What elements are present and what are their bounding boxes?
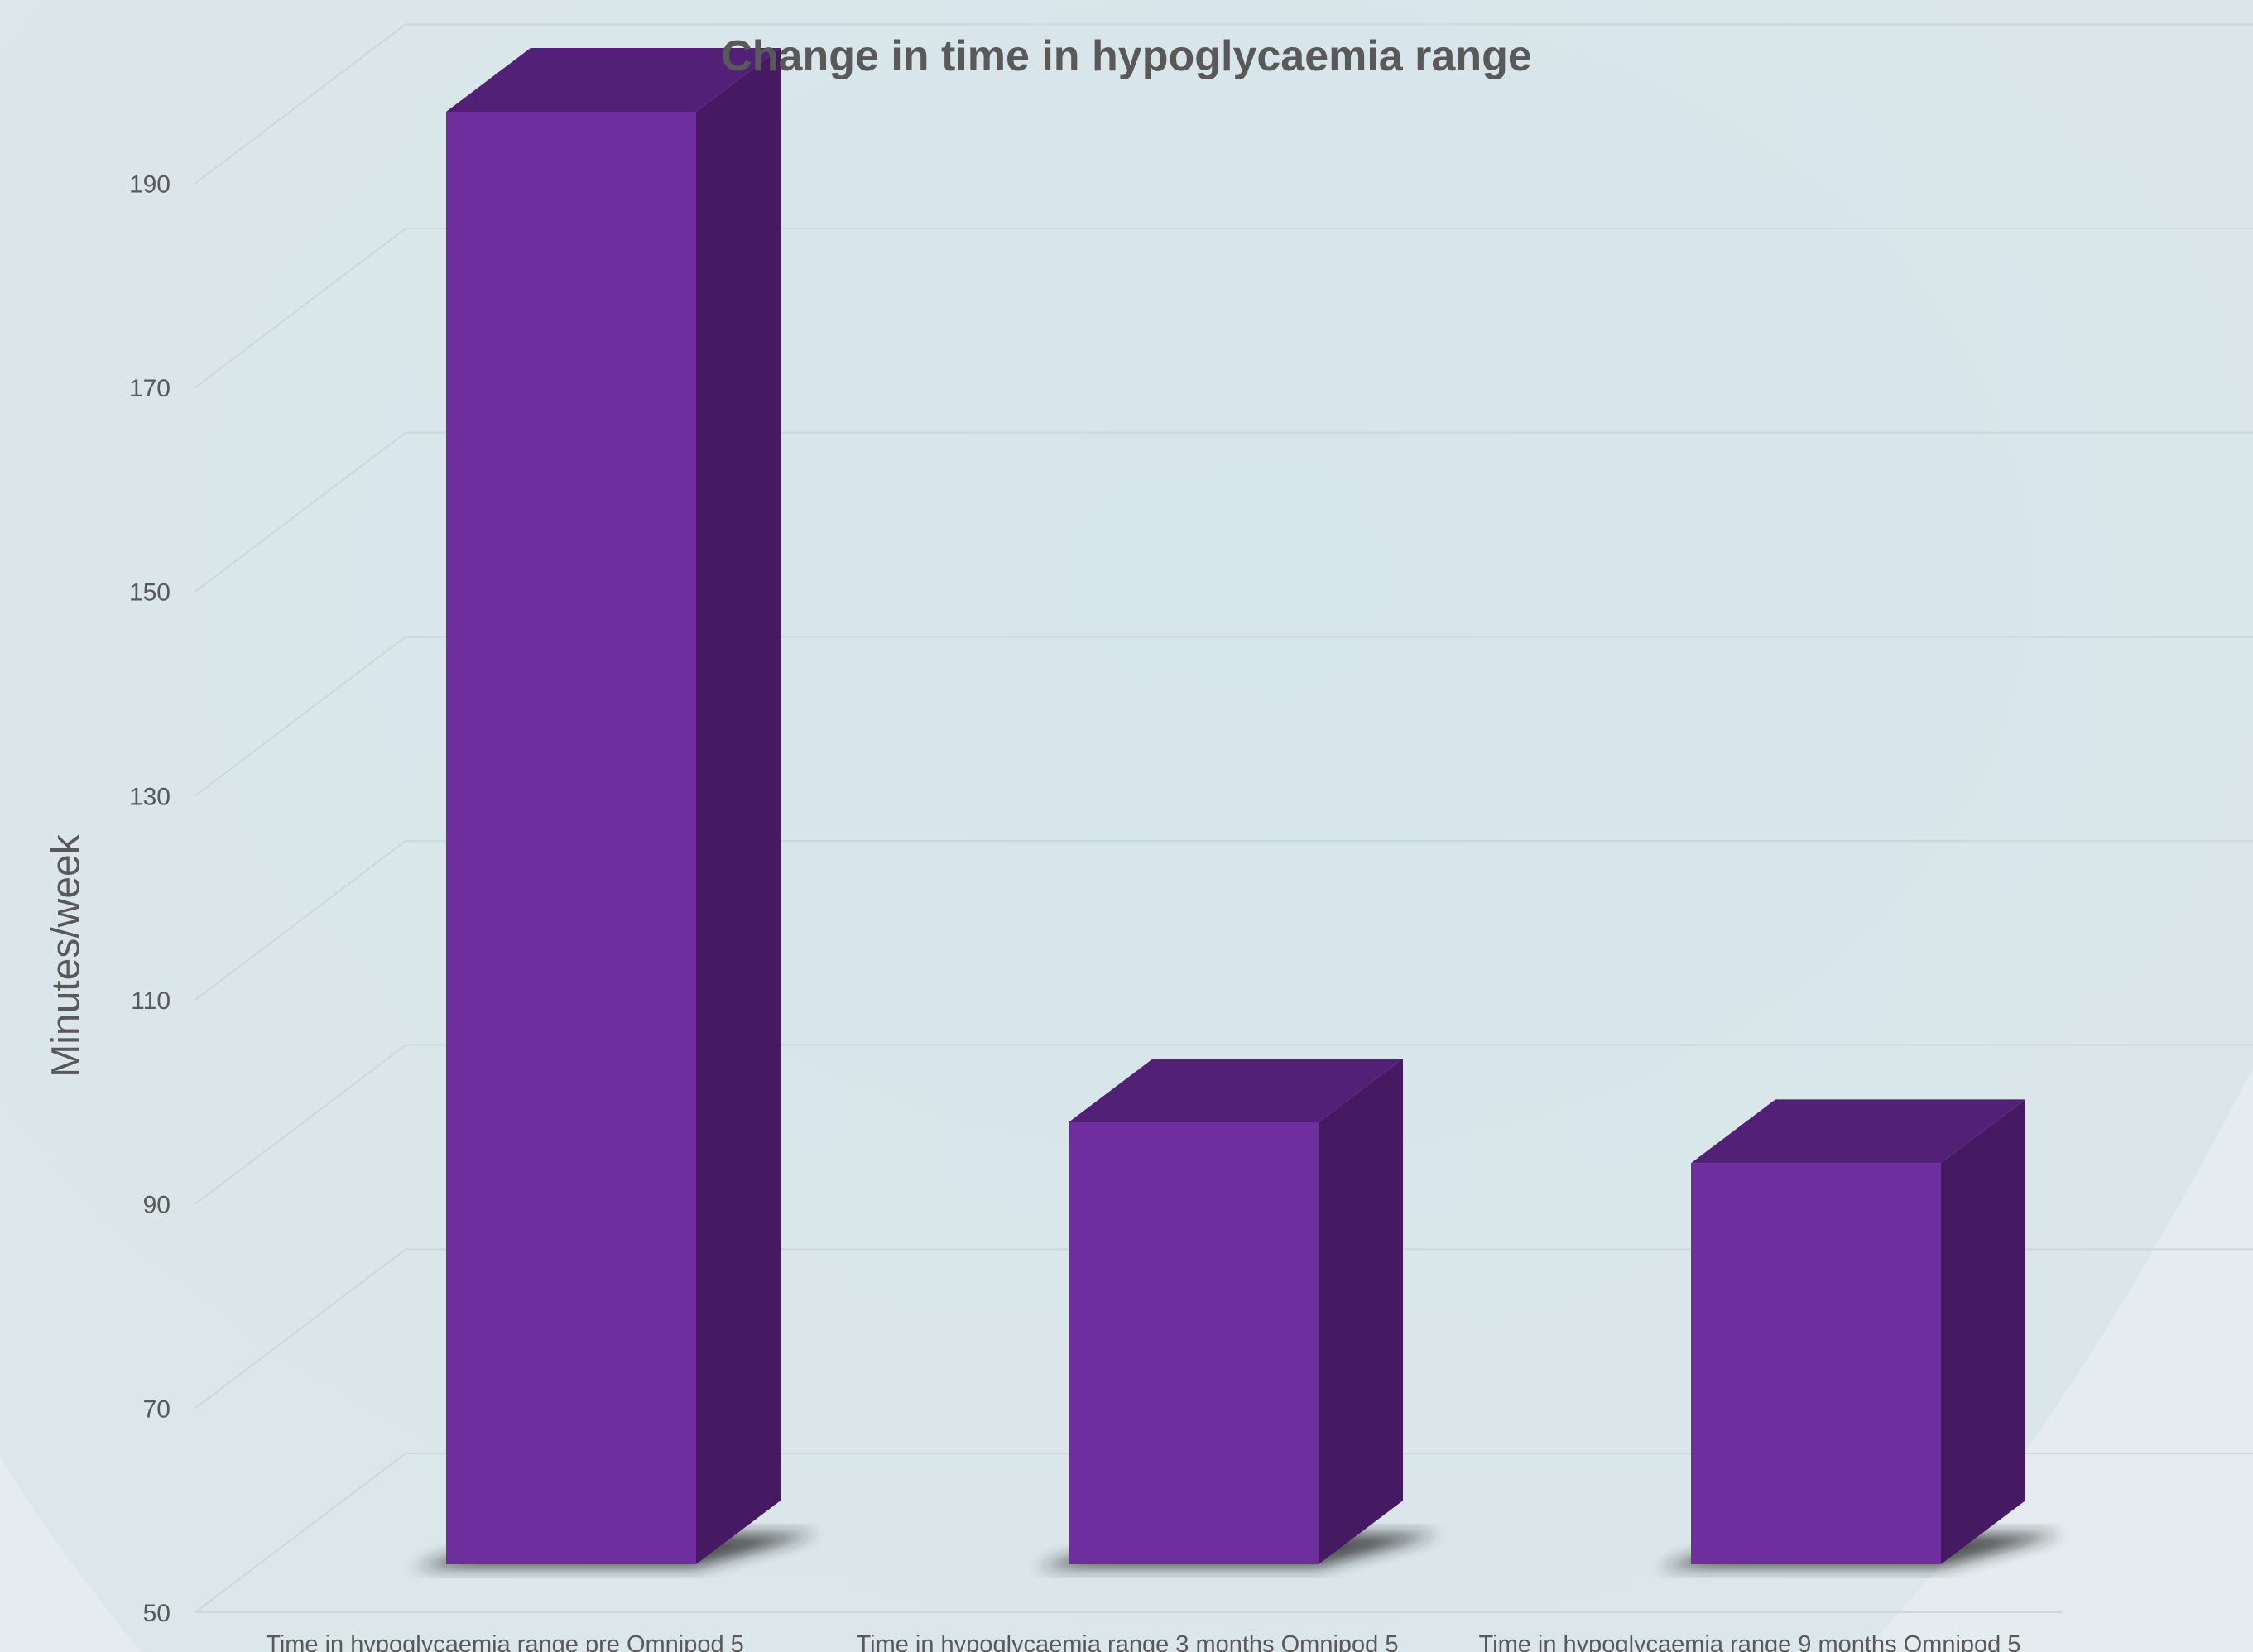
bar-top (1069, 1059, 1403, 1122)
y-tick-label: 150 (129, 579, 171, 607)
gridline-side (195, 1044, 406, 1205)
bar-top (446, 48, 781, 112)
y-tick-label: 90 (143, 1192, 171, 1219)
gridline-side (195, 1453, 406, 1613)
gridline-side (195, 636, 406, 797)
y-tick-label: 110 (131, 987, 171, 1015)
y-axis-label: Minutes/week (44, 834, 89, 1078)
bar-side (1941, 1099, 2025, 1564)
gridline-side (195, 431, 406, 593)
bar-side (696, 48, 781, 1564)
x-category-label: Time in hypoglycaemia range 9 months Omn… (1479, 1631, 2021, 1652)
y-tick-label: 190 (129, 170, 171, 198)
gridline-side (195, 840, 406, 1001)
y-tick-label: 70 (143, 1395, 171, 1423)
x-category-label: Time in hypoglycaemia range 3 months Omn… (857, 1631, 1399, 1652)
gridline-side (195, 1248, 406, 1409)
x-category-label: Time in hypoglycaemia range pre Omnipod … (266, 1631, 744, 1652)
y-tick-label: 50 (143, 1600, 171, 1627)
bar (1691, 1163, 1941, 1564)
bar (1069, 1122, 1319, 1564)
bar (446, 112, 696, 1564)
y-tick-label: 130 (129, 783, 171, 810)
chart-title: Change in time in hypoglycaemia range (721, 32, 1532, 80)
y-tick-label: 170 (129, 375, 171, 402)
gridline-side (195, 23, 406, 185)
gridline-side (195, 228, 406, 388)
bar-side (1319, 1059, 1403, 1564)
bar-top (1691, 1099, 2025, 1164)
